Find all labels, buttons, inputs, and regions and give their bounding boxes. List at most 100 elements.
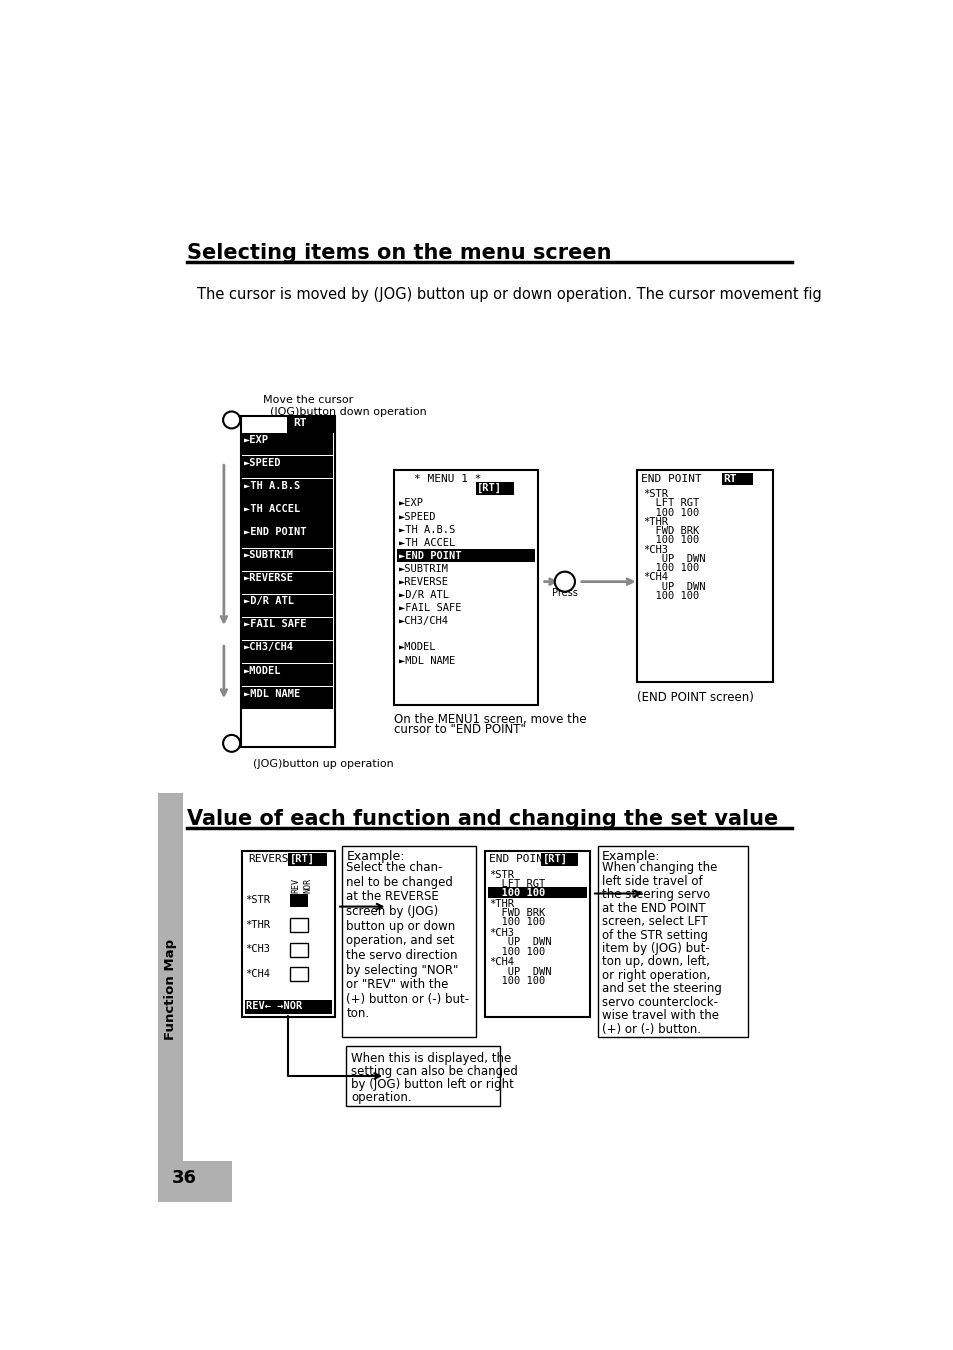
Bar — [476, 482, 514, 494]
Text: ►MDL NAME: ►MDL NAME — [398, 656, 455, 666]
Text: ►TH ACCEL: ►TH ACCEL — [244, 504, 300, 514]
Text: END POINT: END POINT — [640, 474, 700, 483]
Text: REV: REV — [292, 879, 300, 894]
Text: UP  DWN: UP DWN — [488, 967, 551, 976]
Bar — [488, 887, 586, 898]
Bar — [242, 525, 333, 548]
Text: ►CH3/CH4: ►CH3/CH4 — [244, 643, 294, 652]
Text: REV← →NOR: REV← →NOR — [246, 1002, 302, 1011]
Bar — [540, 853, 578, 865]
Text: ►TH ACCEL: ►TH ACCEL — [398, 537, 455, 548]
Bar — [290, 942, 308, 957]
Bar — [598, 845, 747, 1037]
Bar — [288, 853, 327, 865]
Bar — [242, 502, 333, 525]
Text: ►EXP: ►EXP — [398, 498, 423, 509]
Text: (+) button or (-) but-: (+) button or (-) but- — [346, 992, 469, 1006]
Text: [RT]: [RT] — [542, 855, 567, 864]
Text: ton up, down, left,: ton up, down, left, — [601, 956, 709, 968]
Text: ►SUBTRIM: ►SUBTRIM — [244, 549, 294, 560]
Text: ►REVERSE: ►REVERSE — [244, 574, 294, 583]
Text: RT: RT — [294, 417, 307, 428]
Text: ►SPEED: ►SPEED — [398, 512, 436, 521]
Text: On the MENU1 screen, move the: On the MENU1 screen, move the — [394, 713, 586, 725]
Bar — [290, 968, 308, 981]
Text: 100 100: 100 100 — [642, 591, 699, 601]
Text: LFT RGT: LFT RGT — [488, 879, 544, 888]
Text: item by (JOG) but-: item by (JOG) but- — [601, 942, 709, 954]
Text: Select the chan-: Select the chan- — [346, 861, 442, 875]
Bar — [242, 595, 333, 617]
Text: 100 100: 100 100 — [488, 976, 544, 986]
Bar — [287, 416, 334, 433]
Text: ►END POINT: ►END POINT — [398, 551, 461, 560]
Text: ►EXP: ►EXP — [244, 435, 269, 444]
Text: *STR: *STR — [642, 489, 667, 500]
Text: operation, and set: operation, and set — [346, 934, 455, 948]
Text: 36: 36 — [172, 1169, 196, 1187]
Text: ►END POINT: ►END POINT — [244, 526, 306, 537]
Text: operation.: operation. — [351, 1091, 411, 1104]
Text: the steering servo: the steering servo — [601, 888, 710, 900]
Text: *THR: *THR — [488, 899, 514, 909]
Bar — [242, 479, 333, 502]
Text: *CH4: *CH4 — [642, 572, 667, 582]
Text: nel to be changed: nel to be changed — [346, 876, 453, 888]
Text: LFT RGT: LFT RGT — [642, 498, 699, 509]
Bar — [242, 571, 333, 594]
Text: UP  DWN: UP DWN — [488, 937, 551, 948]
Text: Example:: Example: — [601, 849, 659, 863]
Text: (JOG)button down operation: (JOG)button down operation — [270, 406, 427, 417]
Text: ►FAIL SAFE: ►FAIL SAFE — [244, 620, 306, 629]
Text: the servo direction: the servo direction — [346, 949, 457, 963]
Text: *STR: *STR — [488, 869, 514, 880]
Text: The cursor is moved by (JOG) button up or down operation. The cursor movement fi: The cursor is moved by (JOG) button up o… — [196, 286, 821, 302]
Bar — [242, 618, 333, 640]
Bar — [637, 470, 772, 682]
Bar — [290, 894, 308, 907]
Text: When this is displayed, the: When this is displayed, the — [351, 1052, 511, 1065]
Text: ton.: ton. — [346, 1007, 369, 1021]
Text: Function Map: Function Map — [164, 940, 176, 1041]
Text: ►D/R ATL: ►D/R ATL — [244, 597, 294, 606]
Bar — [484, 850, 589, 1017]
Bar — [290, 918, 308, 932]
Text: *CH3: *CH3 — [488, 929, 514, 938]
Text: * MENU 1 *: * MENU 1 * — [414, 474, 480, 483]
Text: ►FAIL SAFE: ►FAIL SAFE — [398, 603, 461, 613]
Bar — [242, 548, 333, 571]
Text: ►SPEED: ►SPEED — [244, 458, 281, 467]
Text: servo counterclock-: servo counterclock- — [601, 996, 718, 1008]
Text: UP  DWN: UP DWN — [642, 554, 705, 564]
Text: J: J — [562, 576, 567, 589]
Text: ►SUBTRIM: ►SUBTRIM — [398, 564, 449, 574]
Text: at the END POINT: at the END POINT — [601, 902, 705, 914]
Bar — [241, 416, 335, 747]
Bar — [158, 794, 183, 1187]
Bar — [242, 433, 333, 455]
Text: 100 100: 100 100 — [488, 946, 544, 957]
Circle shape — [223, 734, 240, 752]
Text: *CH4: *CH4 — [488, 957, 514, 968]
Bar — [245, 1000, 332, 1014]
Text: NOR: NOR — [303, 879, 312, 894]
Text: or right operation,: or right operation, — [601, 969, 710, 981]
Circle shape — [555, 571, 575, 591]
Text: [RT]: [RT] — [290, 855, 314, 864]
Text: Move the cursor: Move the cursor — [262, 396, 353, 405]
Text: 100 100: 100 100 — [642, 508, 699, 518]
Text: wise travel with the: wise travel with the — [601, 1010, 719, 1022]
Bar — [397, 549, 534, 562]
Text: *CH4: *CH4 — [245, 969, 271, 979]
Text: Selecting items on the menu screen: Selecting items on the menu screen — [187, 243, 611, 263]
Text: *THR: *THR — [642, 517, 667, 526]
Bar — [242, 641, 333, 663]
Text: setting can also be changed: setting can also be changed — [351, 1065, 517, 1079]
Text: ►MDL NAME: ►MDL NAME — [244, 688, 300, 699]
Text: ►TH A.B.S: ►TH A.B.S — [398, 525, 455, 535]
Text: (JOG)button up operation: (JOG)button up operation — [253, 759, 393, 768]
Bar — [241, 850, 335, 1017]
Text: *THR: *THR — [245, 919, 271, 930]
Text: 100 100: 100 100 — [488, 918, 544, 927]
Bar — [342, 845, 476, 1037]
